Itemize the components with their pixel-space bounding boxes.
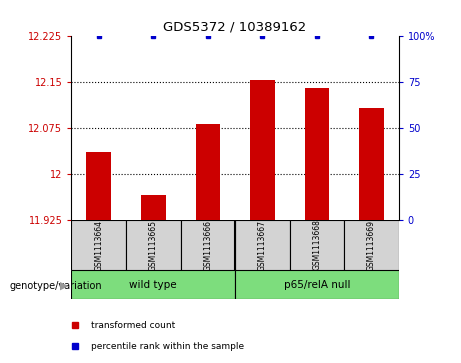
- Bar: [250, 80, 275, 220]
- Text: GSM1113665: GSM1113665: [149, 220, 158, 270]
- Bar: [235, 270, 399, 299]
- Text: GSM1113664: GSM1113664: [94, 220, 103, 270]
- Bar: [195, 124, 220, 220]
- Text: genotype/variation: genotype/variation: [9, 281, 102, 291]
- Text: GSM1113667: GSM1113667: [258, 220, 267, 270]
- Bar: [87, 152, 111, 220]
- Title: GDS5372 / 10389162: GDS5372 / 10389162: [164, 21, 307, 34]
- Bar: [126, 220, 181, 270]
- Text: ▶: ▶: [60, 281, 68, 291]
- Text: transformed count: transformed count: [91, 321, 175, 330]
- Bar: [141, 195, 165, 220]
- Bar: [344, 220, 399, 270]
- Text: GSM1113666: GSM1113666: [203, 220, 213, 270]
- Bar: [235, 220, 290, 270]
- Bar: [359, 108, 384, 220]
- Text: GSM1113669: GSM1113669: [367, 220, 376, 270]
- Bar: [71, 220, 126, 270]
- Bar: [181, 220, 235, 270]
- Bar: [71, 270, 235, 299]
- Text: GSM1113668: GSM1113668: [313, 220, 321, 270]
- Text: percentile rank within the sample: percentile rank within the sample: [91, 342, 244, 351]
- Bar: [305, 88, 329, 220]
- Text: wild type: wild type: [130, 280, 177, 290]
- Bar: [290, 220, 344, 270]
- Text: p65/relA null: p65/relA null: [284, 280, 350, 290]
